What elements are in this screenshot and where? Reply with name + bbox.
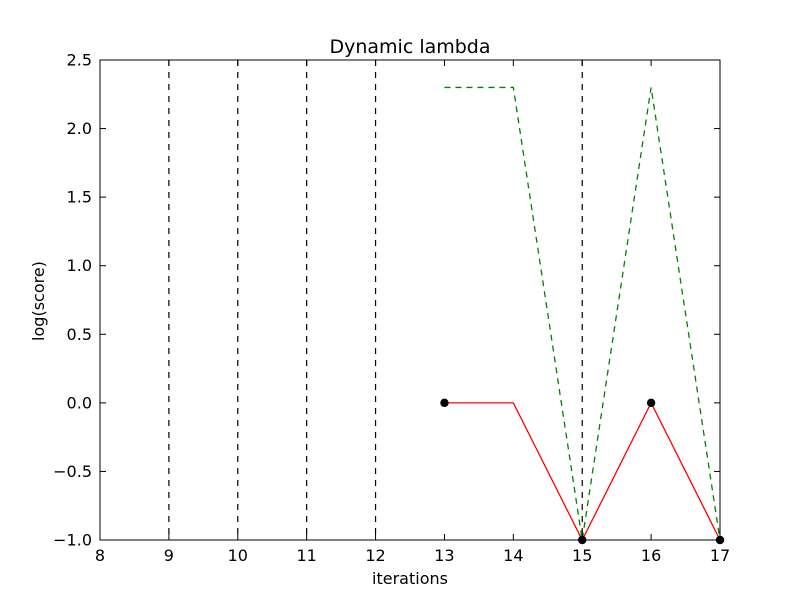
series-line-green-dashed bbox=[444, 86, 721, 541]
x-tick-label: 15 bbox=[572, 546, 592, 565]
x-tick-label: 12 bbox=[365, 546, 385, 565]
plot-area: 8 9 10 11 12 13 14 15 16 17 −1.0 −0.5 0.0 0.5 1.0 1.5 2.… bbox=[53, 51, 730, 566]
x-tick-label: 16 bbox=[641, 546, 661, 565]
chart-title: Dynamic lambda bbox=[329, 36, 490, 58]
x-tick-label: 9 bbox=[164, 546, 174, 565]
data-point bbox=[646, 398, 656, 408]
y-tick-label: 1.0 bbox=[67, 256, 92, 275]
x-tick-label: 13 bbox=[434, 546, 454, 565]
plot-frame bbox=[99, 59, 721, 541]
x-tick-label: 11 bbox=[296, 546, 316, 565]
x-tick-label: 17 bbox=[710, 546, 730, 565]
y-tick-label: −0.5 bbox=[53, 462, 92, 481]
y-tick-label: −1.0 bbox=[53, 531, 92, 550]
x-tick-label: 8 bbox=[95, 546, 105, 565]
y-tick-label: 1.5 bbox=[67, 188, 92, 207]
x-tick-label: 10 bbox=[228, 546, 248, 565]
x-tick-label: 14 bbox=[503, 546, 523, 565]
y-axis-label: log(score) bbox=[29, 261, 48, 341]
y-tick-label: 0.0 bbox=[67, 393, 92, 412]
data-point bbox=[440, 398, 449, 408]
y-tick-label: 2.0 bbox=[67, 119, 92, 138]
y-tick-label: 2.5 bbox=[67, 51, 92, 70]
x-axis-label: iterations bbox=[372, 569, 448, 588]
y-tick-label: 0.5 bbox=[67, 325, 92, 344]
